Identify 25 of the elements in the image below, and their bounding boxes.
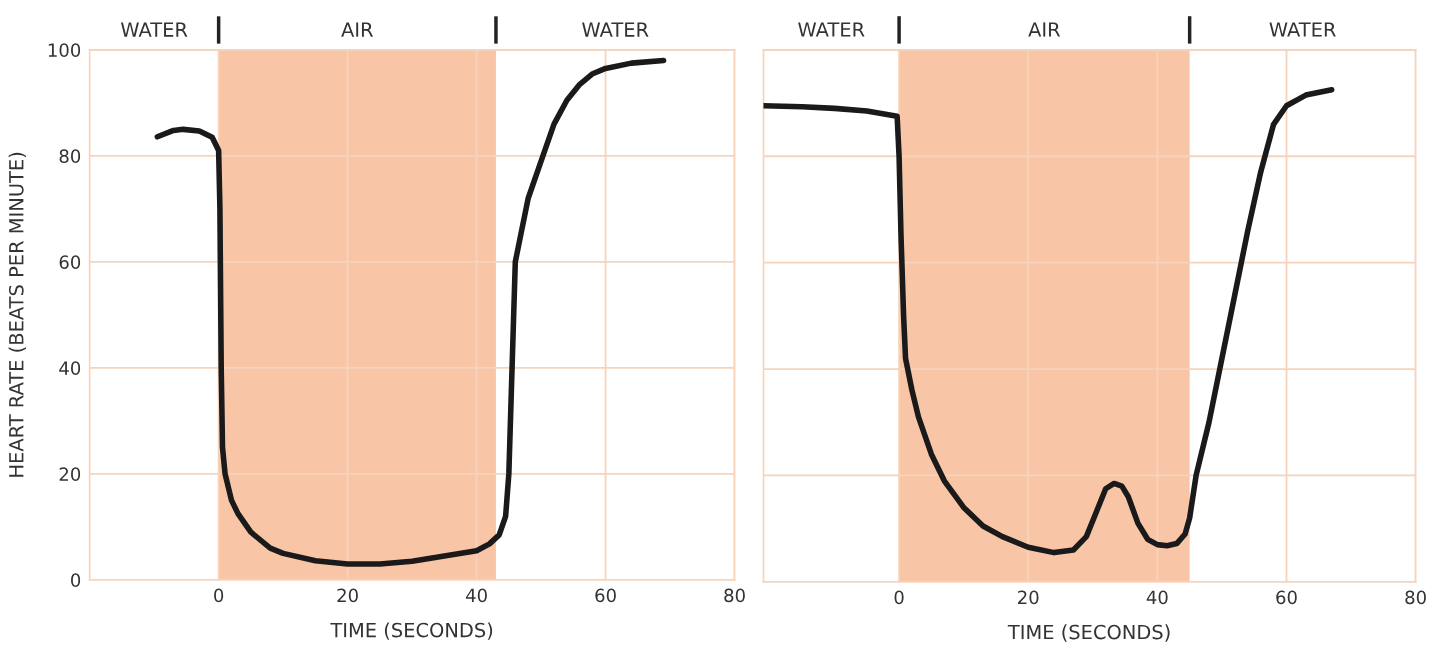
y-tick-label: 0 xyxy=(71,573,81,588)
x-tick-label: 80 xyxy=(724,588,745,603)
y-tick-label: 100 xyxy=(48,43,81,57)
x-axis-title: TIME (SECONDS) xyxy=(1007,624,1170,642)
text: WATER xyxy=(1269,22,1336,37)
band-label: AIR xyxy=(1028,22,1061,37)
x-tick-label: 20 xyxy=(1018,590,1039,605)
x-tick-label: 60 xyxy=(595,588,616,603)
text: WATER xyxy=(798,22,865,37)
band-label: AIR xyxy=(341,22,374,37)
x-axis-title: TIME (SECONDS) xyxy=(330,622,493,640)
text: WATER xyxy=(582,22,649,37)
y-tick-label: 60 xyxy=(59,255,81,269)
x-tick-label: 0 xyxy=(894,590,904,605)
y-axis-title: HEART RATE (BEATS PER MINUTE) xyxy=(8,152,26,477)
y-tick-label: 20 xyxy=(59,467,81,482)
x-tick-label: 80 xyxy=(1405,590,1426,605)
text: WATER xyxy=(120,22,188,37)
x-tick-label: 40 xyxy=(466,588,487,603)
y-tick-label: 40 xyxy=(59,361,81,375)
y-tick-label: 80 xyxy=(59,149,81,163)
x-tick-label: 60 xyxy=(1276,590,1297,605)
x-tick-label: 40 xyxy=(1146,590,1168,605)
x-tick-label: 0 xyxy=(214,588,224,603)
x-tick-label: 20 xyxy=(337,588,358,603)
